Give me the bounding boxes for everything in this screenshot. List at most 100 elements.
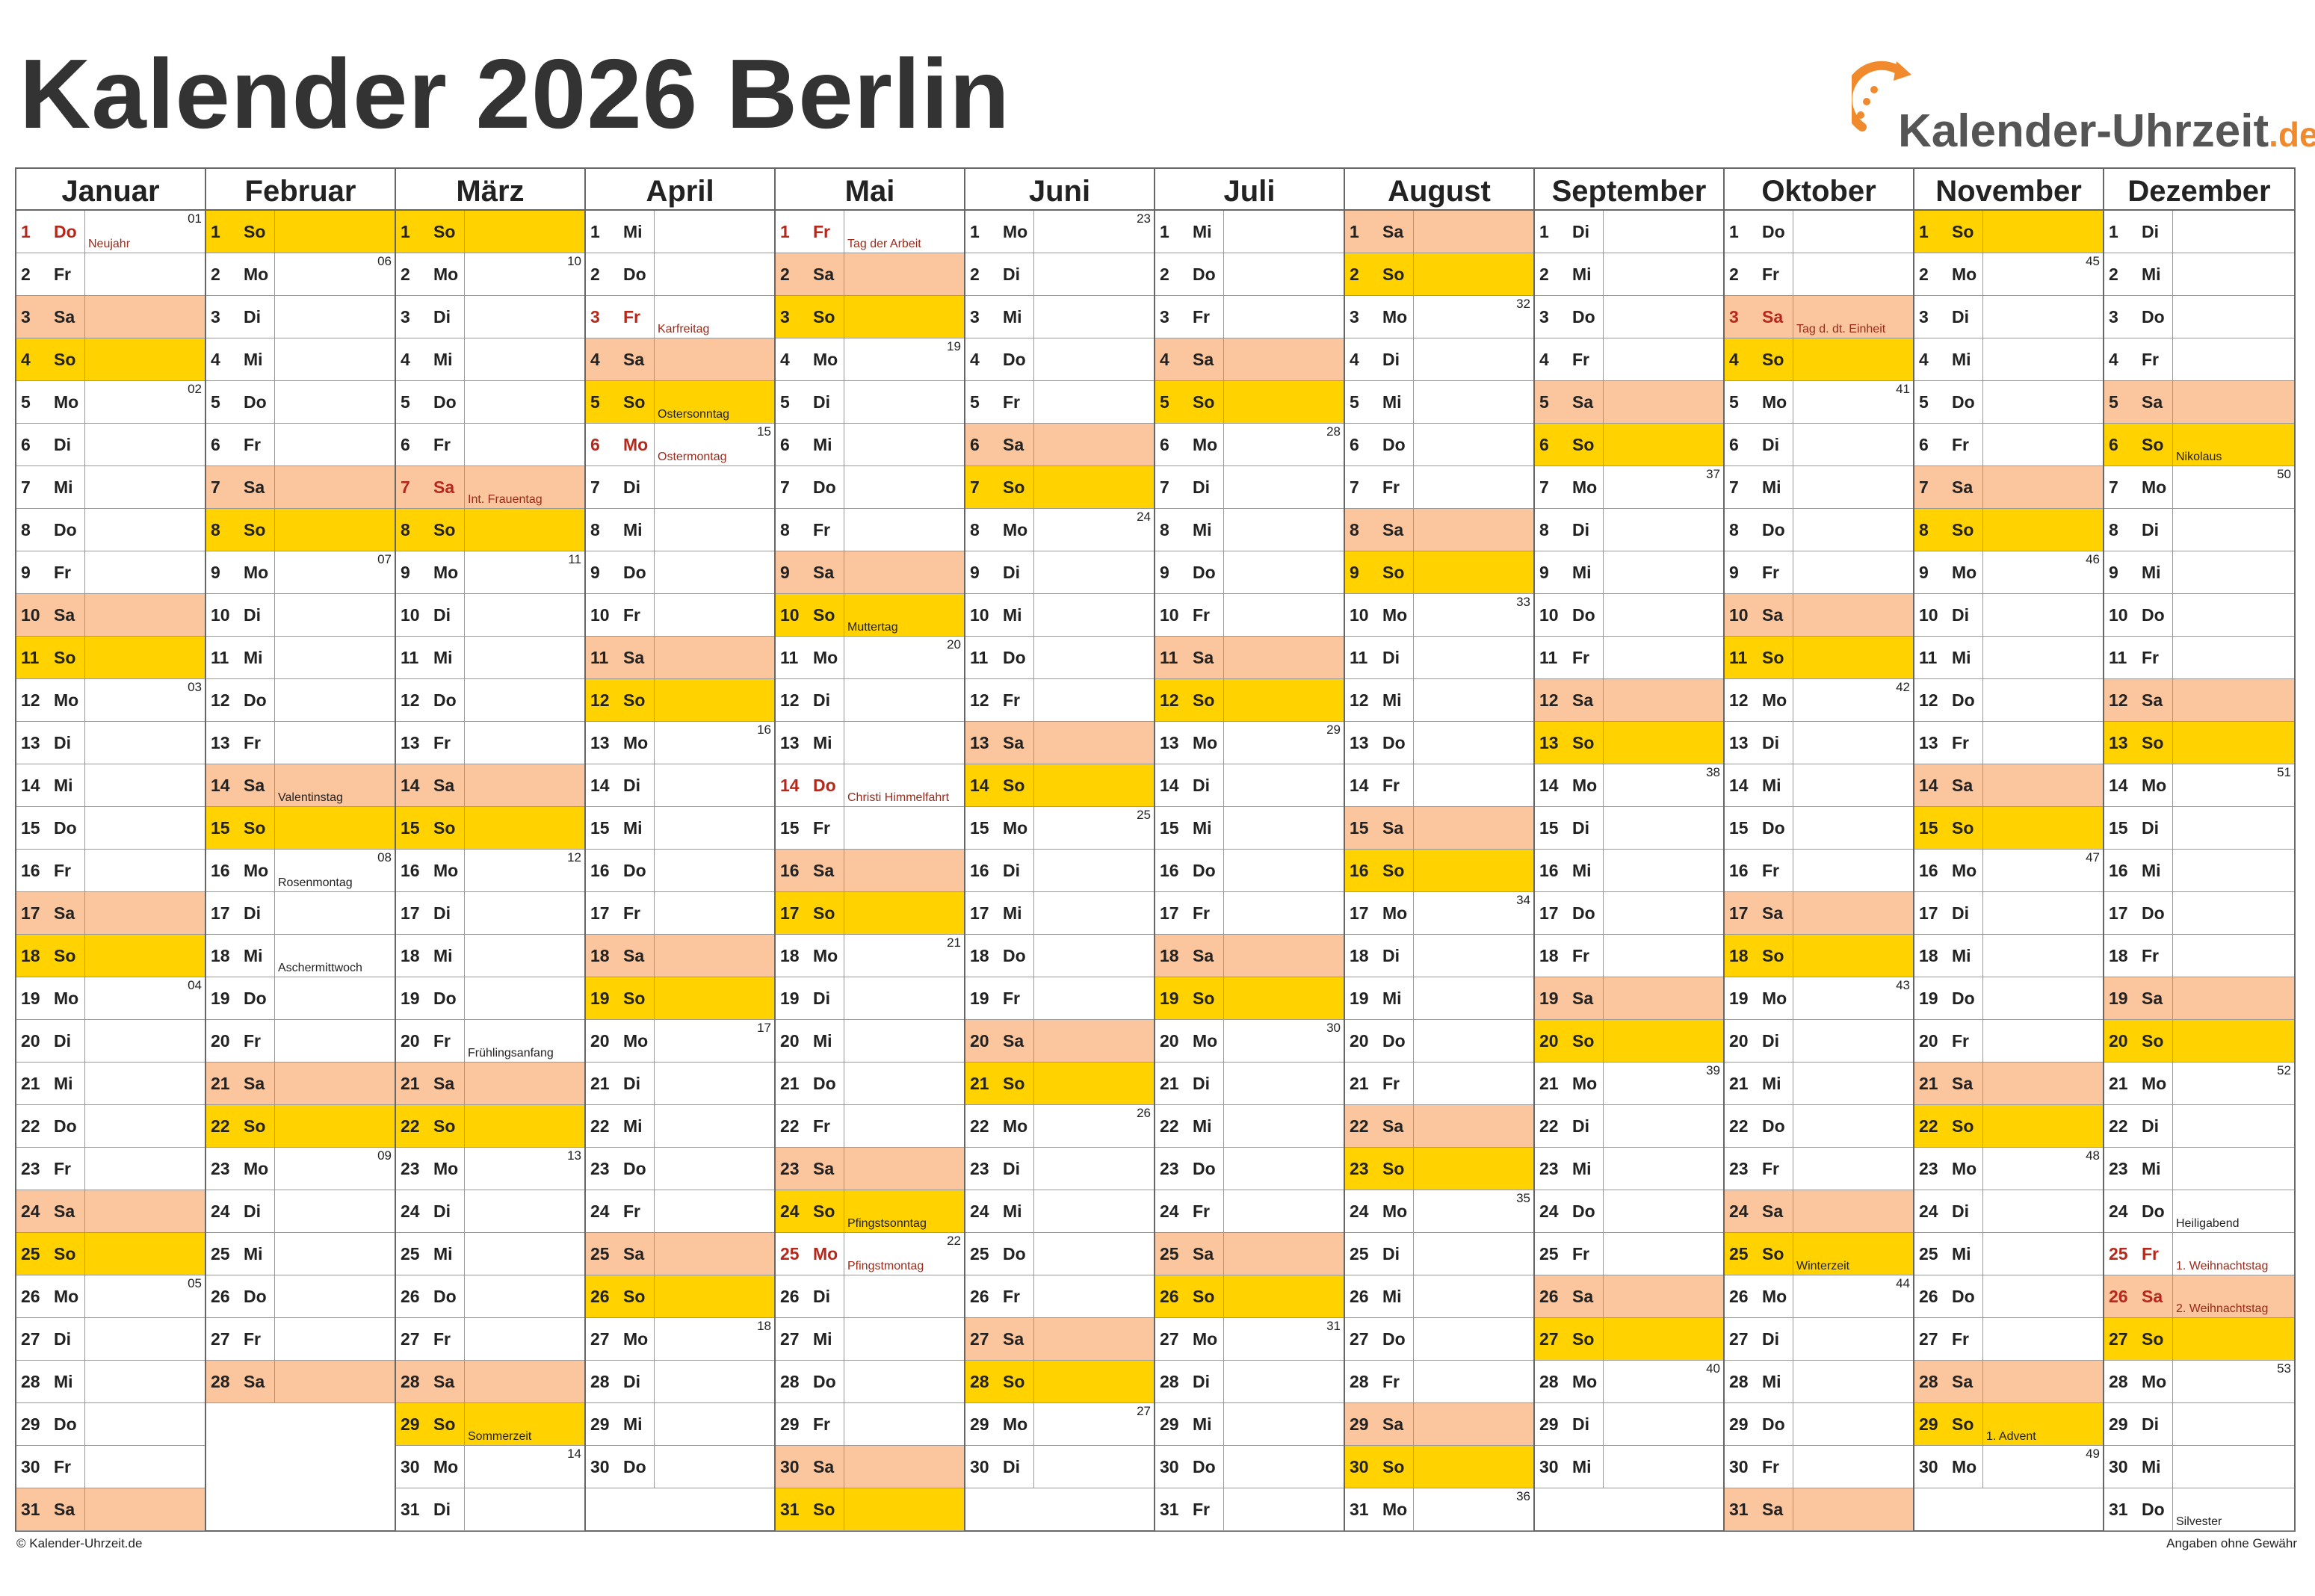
day-number: 1 xyxy=(211,222,220,241)
weekday-label: Do xyxy=(433,690,457,710)
weekday-label: So xyxy=(1003,477,1025,497)
weekday-label: So xyxy=(1762,648,1784,667)
cell-divider xyxy=(1223,764,1224,806)
day-cell: 26 Sa 2. Weihnachtstag xyxy=(2104,1275,2294,1318)
day-cell: 24 Di xyxy=(206,1190,395,1233)
day-number: 25 xyxy=(590,1244,610,1264)
day-cell: 2 Mi xyxy=(2104,253,2294,296)
day-cell: 12 Do xyxy=(1914,679,2103,722)
weekday-label: Do xyxy=(1762,1116,1785,1136)
day-number: 18 xyxy=(1350,946,1369,965)
cell-divider xyxy=(1223,1105,1224,1147)
day-number: 10 xyxy=(1539,605,1559,625)
weekday-label: Mo xyxy=(623,1329,649,1349)
day-cell: 11 Di xyxy=(1345,637,1533,679)
cell-divider xyxy=(84,1361,85,1402)
weekday-label: Di xyxy=(813,392,830,412)
cell-divider xyxy=(84,1488,85,1530)
day-number: 18 xyxy=(401,946,420,965)
day-number: 11 xyxy=(1160,648,1178,667)
weekday-label: Sa xyxy=(1382,520,1404,539)
day-number: 6 xyxy=(590,435,600,454)
weekday-label: Fr xyxy=(54,861,71,880)
weekday-label: Sa xyxy=(623,946,645,965)
day-number: 12 xyxy=(401,690,420,710)
cell-divider xyxy=(84,764,85,806)
day-cell: 22 Mi xyxy=(586,1105,774,1148)
weekday-label: Mi xyxy=(244,946,263,965)
day-number: 8 xyxy=(211,520,220,539)
month-header: Februar xyxy=(206,169,395,211)
day-number: 13 xyxy=(1729,733,1749,752)
weekday-label: So xyxy=(433,520,456,539)
weekday-label: Mi xyxy=(433,350,453,369)
weekday-label: So xyxy=(623,989,646,1008)
day-cell: 3 Fr Karfreitag xyxy=(586,296,774,338)
day-cell: 27 Di xyxy=(16,1318,205,1361)
day-number: 2 xyxy=(1539,265,1549,284)
day-cell: 23 Mo 13 xyxy=(396,1148,584,1190)
cell-divider xyxy=(1982,1361,1983,1402)
day-cell: 28 Sa xyxy=(206,1361,395,1403)
day-number: 16 xyxy=(21,861,40,880)
day-number: 6 xyxy=(970,435,980,454)
day-cell: 9 Mo 46 xyxy=(1914,551,2103,594)
cell-divider xyxy=(1033,1233,1034,1275)
cell-divider xyxy=(274,892,275,934)
day-cell: 11 Do xyxy=(965,637,1154,679)
week-number: 41 xyxy=(1896,382,1910,396)
day-cell: 10 Fr xyxy=(586,594,774,637)
logo-tld: .de xyxy=(2269,115,2315,154)
day-number: 3 xyxy=(1539,307,1549,327)
month-header: November xyxy=(1914,169,2103,211)
cell-divider xyxy=(274,551,275,593)
day-cell: 18 Mi Aschermittwoch xyxy=(206,935,395,977)
cell-divider xyxy=(654,424,655,466)
day-number: 15 xyxy=(1729,818,1749,838)
day-cell: 25 Di xyxy=(1345,1233,1533,1275)
day-number: 27 xyxy=(2109,1329,2128,1349)
day-number: 21 xyxy=(1350,1074,1369,1093)
cell-divider xyxy=(1033,977,1034,1019)
cell-divider xyxy=(1603,892,1604,934)
day-cell: 8 Fr xyxy=(776,509,964,551)
day-number: 11 xyxy=(970,648,989,667)
day-cell: 17 Di xyxy=(206,892,395,935)
day-cell: 19 Sa xyxy=(1535,977,1723,1020)
day-cell: 4 Mi xyxy=(396,338,584,381)
day-cell: 9 Sa xyxy=(776,551,964,594)
weekday-label: Di xyxy=(813,989,830,1008)
cell-divider xyxy=(464,1403,465,1445)
cell-divider xyxy=(1223,211,1224,253)
cell-divider xyxy=(1603,1063,1604,1104)
day-cell: 8 Di xyxy=(2104,509,2294,551)
week-number: 40 xyxy=(1706,1361,1720,1376)
day-number: 14 xyxy=(1539,776,1559,795)
cell-divider xyxy=(464,1063,465,1104)
cell-divider xyxy=(1033,1318,1034,1360)
weekday-label: Mi xyxy=(813,733,832,752)
weekday-label: Di xyxy=(1762,435,1779,454)
day-number: 16 xyxy=(1919,861,1938,880)
cell-divider xyxy=(654,1020,655,1062)
week-number: 51 xyxy=(2277,765,2291,779)
cell-divider xyxy=(1603,1190,1604,1232)
day-number: 11 xyxy=(1919,648,1938,667)
cell-divider xyxy=(1413,211,1414,253)
weekday-label: Di xyxy=(1572,818,1589,838)
day-number: 21 xyxy=(2109,1074,2128,1093)
day-cell: 12 So xyxy=(586,679,774,722)
weekday-label: Di xyxy=(1382,648,1400,667)
cell-divider xyxy=(1033,764,1034,806)
day-cell: 17 Mi xyxy=(965,892,1154,935)
day-cell: 4 Fr xyxy=(2104,338,2294,381)
day-cell: 2 So xyxy=(1345,253,1533,296)
day-cell: 22 Mi xyxy=(1155,1105,1344,1148)
brand-logo[interactable]: Kalender-Uhrzeit.de xyxy=(1852,58,2315,157)
week-number: 16 xyxy=(757,723,771,737)
day-number: 20 xyxy=(780,1031,800,1051)
cell-divider xyxy=(1982,1446,1983,1488)
weekday-label: Sa xyxy=(1003,1329,1024,1349)
weekday-label: Fr xyxy=(1952,1329,1969,1349)
day-number: 12 xyxy=(1919,690,1938,710)
